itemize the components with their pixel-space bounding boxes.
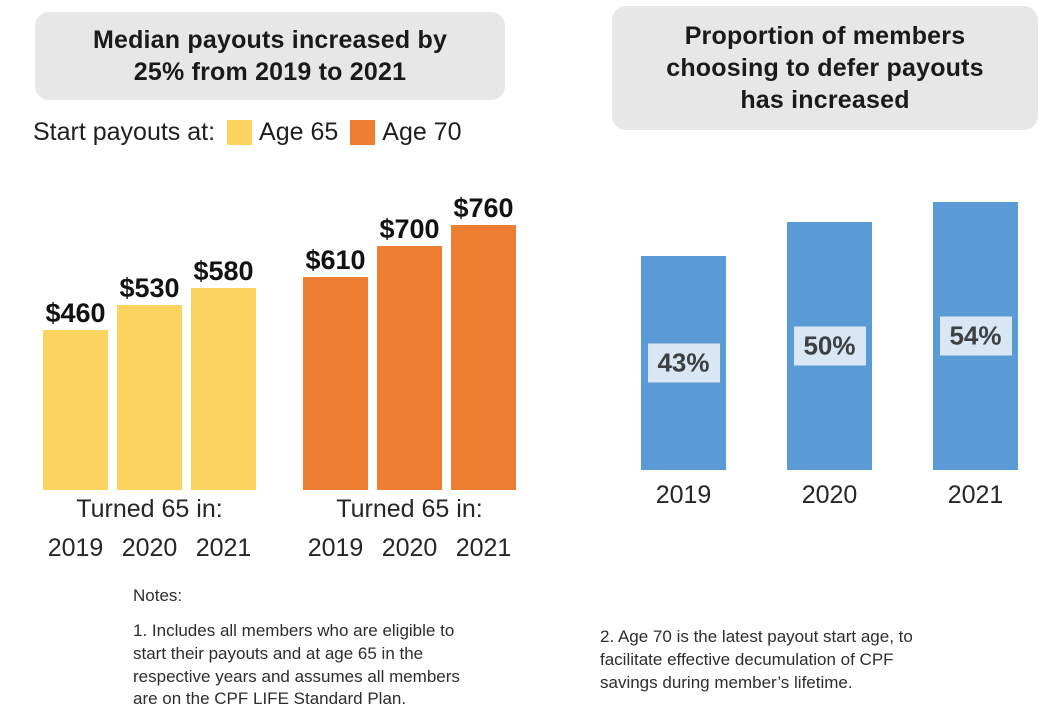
notes-heading: Notes:	[133, 586, 183, 605]
group-axis-label-age-70: Turned 65 in:	[336, 495, 483, 523]
legend-item-age-65-label: Age 65	[259, 117, 339, 146]
x-tick-label: 2020	[121, 534, 178, 562]
text-line: Proportion of members	[684, 22, 966, 50]
payout-bar-value-label: $700	[379, 214, 440, 244]
payout-bars-age-65: $460 $530 $580	[43, 256, 256, 490]
left-chart-title: Median payouts increased by 25% from 2019…	[35, 12, 505, 100]
text-line: are on the CPF LIFE Standard Plan.	[133, 689, 407, 709]
payout-bar-age-70-2019: $610	[303, 245, 368, 490]
x-tick-label: 2020	[381, 534, 438, 562]
text-line: Median payouts increased by	[92, 26, 448, 54]
text-line: 1. Includes all members who are eligible…	[133, 621, 455, 640]
payout-bar-value-label: $530	[119, 273, 180, 303]
defer-payouts-chart: 43% 50% 54%	[641, 172, 1018, 470]
payout-year-labels-age-65: 2019 2020 2021	[43, 534, 256, 563]
text-line: has increased	[740, 86, 910, 114]
legend-label: Start payouts at:	[33, 117, 216, 146]
legend-swatch-age-65	[227, 119, 253, 145]
text-line: savings during member’s lifetime.	[600, 672, 853, 692]
defer-bar-2019: 43%	[641, 256, 726, 470]
x-tick-label: 2019	[655, 481, 712, 509]
right-chart-title: Proportion of members choosing to defer p…	[612, 6, 1038, 130]
payout-year-labels-age-70: 2019 2020 2021	[303, 534, 516, 563]
payout-bar-age-65-2020: $530	[117, 273, 182, 490]
text-line: start their payouts and at age 65 in the	[133, 643, 424, 663]
median-payouts-chart: $460 $530 $580 $610 $700 $760	[43, 193, 516, 490]
note-2: 2. Age 70 is the latest payout start age…	[600, 626, 1020, 694]
payout-bar-value-label: $460	[45, 298, 106, 328]
text-line: 2. Age 70 is the latest payout start age…	[600, 627, 913, 646]
payout-bar-age-65-2021: $580	[191, 256, 256, 490]
payout-bar-age-70-2020: $700	[377, 214, 442, 490]
payout-bar-value-label: $580	[193, 256, 254, 286]
x-tick-label: 2020	[801, 481, 858, 509]
payout-bar-value-label: $610	[305, 245, 366, 275]
defer-bar-2020: 50%	[787, 222, 872, 470]
defer-bar-value-label: 50%	[793, 326, 866, 366]
payout-bar-age-70-2021: $760	[451, 193, 516, 490]
x-tick-label: 2019	[307, 534, 364, 562]
payout-bars-age-70: $610 $700 $760	[303, 193, 516, 490]
x-tick-label: 2021	[947, 481, 1004, 509]
payout-bar-value-label: $760	[453, 193, 514, 223]
text-line: 25% from 2019 to 2021	[133, 58, 407, 86]
group-axis-label-age-65: Turned 65 in:	[76, 495, 223, 523]
note-1: 1. Includes all members who are eligible…	[133, 620, 543, 711]
legend-swatch-age-70	[350, 119, 376, 145]
legend-item-age-70-label: Age 70	[382, 117, 462, 146]
x-tick-label: 2021	[195, 534, 252, 562]
defer-bar-2021: 54%	[933, 202, 1018, 470]
x-tick-label: 2021	[455, 534, 512, 562]
text-line: choosing to defer payouts	[666, 54, 984, 82]
defer-bar-value-label: 43%	[647, 343, 720, 383]
text-line: respective years and assumes all members	[133, 666, 460, 686]
legend: Start payouts at: Age 65 Age 70	[33, 116, 462, 148]
text-line: facilitate effective decumulation of CPF	[600, 649, 894, 669]
payout-bar-age-65-2019: $460	[43, 298, 108, 490]
defer-bar-value-label: 54%	[939, 316, 1012, 356]
defer-year-labels: 2019 2020 2021	[641, 481, 1018, 510]
x-tick-label: 2019	[47, 534, 104, 562]
